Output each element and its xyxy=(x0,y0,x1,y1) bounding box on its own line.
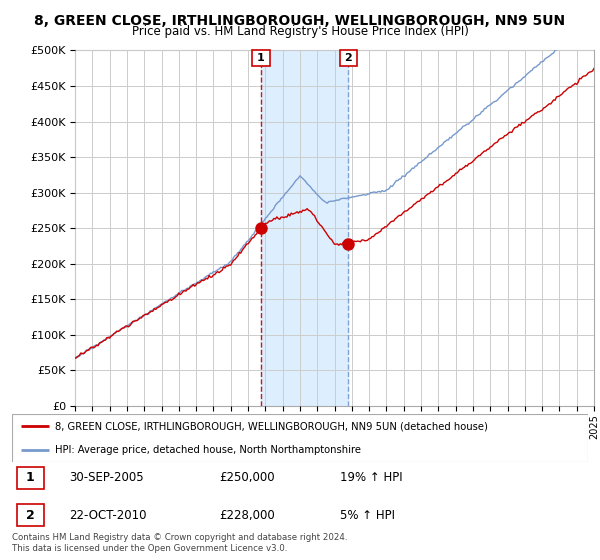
Text: 2: 2 xyxy=(26,508,35,521)
FancyBboxPatch shape xyxy=(17,504,44,526)
Text: 8, GREEN CLOSE, IRTHLINGBOROUGH, WELLINGBOROUGH, NN9 5UN: 8, GREEN CLOSE, IRTHLINGBOROUGH, WELLING… xyxy=(34,14,566,28)
Text: 1: 1 xyxy=(26,471,35,484)
FancyBboxPatch shape xyxy=(340,50,357,66)
Text: 1: 1 xyxy=(257,53,265,63)
Text: 22-OCT-2010: 22-OCT-2010 xyxy=(70,508,147,521)
Text: £228,000: £228,000 xyxy=(220,508,275,521)
Text: 5% ↑ HPI: 5% ↑ HPI xyxy=(340,508,395,521)
Text: £250,000: £250,000 xyxy=(220,471,275,484)
FancyBboxPatch shape xyxy=(12,414,588,462)
Text: 19% ↑ HPI: 19% ↑ HPI xyxy=(340,471,403,484)
Text: HPI: Average price, detached house, North Northamptonshire: HPI: Average price, detached house, Nort… xyxy=(55,445,361,455)
Text: 30-SEP-2005: 30-SEP-2005 xyxy=(70,471,144,484)
Bar xyxy=(261,50,349,406)
FancyBboxPatch shape xyxy=(17,466,44,489)
Text: Contains HM Land Registry data © Crown copyright and database right 2024.
This d: Contains HM Land Registry data © Crown c… xyxy=(12,533,347,553)
Text: 8, GREEN CLOSE, IRTHLINGBOROUGH, WELLINGBOROUGH, NN9 5UN (detached house): 8, GREEN CLOSE, IRTHLINGBOROUGH, WELLING… xyxy=(55,421,488,431)
Text: 2: 2 xyxy=(344,53,352,63)
FancyBboxPatch shape xyxy=(253,50,269,66)
Text: Price paid vs. HM Land Registry's House Price Index (HPI): Price paid vs. HM Land Registry's House … xyxy=(131,25,469,38)
